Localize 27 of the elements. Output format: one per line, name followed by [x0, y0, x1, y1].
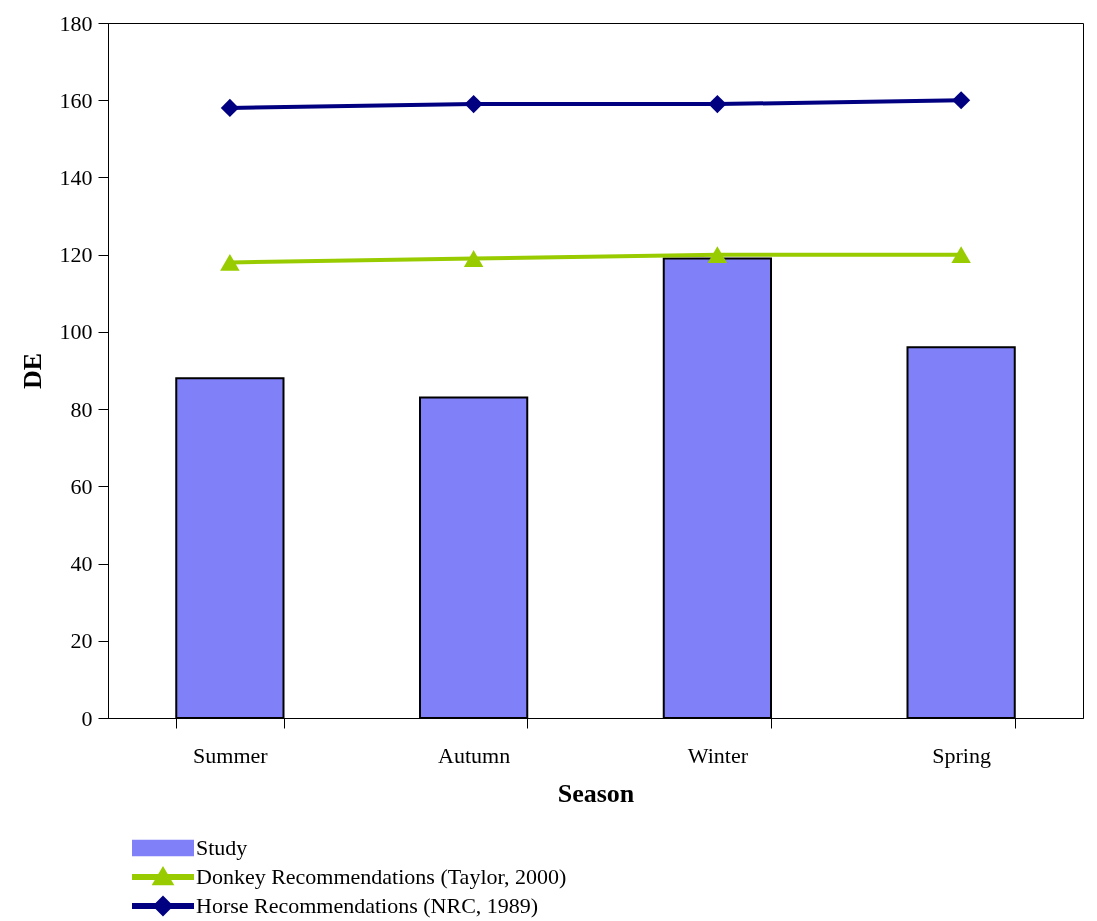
point [708, 95, 727, 114]
point [952, 91, 971, 110]
x-tick-label: Autumn [438, 742, 511, 768]
point [951, 246, 971, 264]
legend-label: Horse Recommendations (NRC, 1989) [196, 893, 539, 918]
x-axis-title: Season [557, 778, 635, 808]
y-tick-label: 80 [70, 396, 93, 422]
x-tick-label: Spring [932, 742, 991, 768]
y-tick-label: 120 [59, 242, 93, 268]
point [220, 253, 240, 271]
x-tick-label: Winter [687, 742, 749, 768]
legend-label: Study [196, 835, 248, 860]
y-tick-label: 20 [70, 628, 93, 654]
point [220, 98, 239, 118]
y-tick-label: 60 [70, 473, 93, 499]
x-tick-label: Summer [193, 742, 269, 768]
point [707, 246, 728, 264]
y-tick-label: 0 [81, 705, 93, 731]
y-axis-title: DE [17, 352, 47, 390]
legend-label: Donkey Recommendations (Taylor, 2000) [196, 864, 567, 889]
y-tick-label: 180 [59, 10, 93, 36]
point [463, 250, 484, 267]
y-tick-label: 40 [70, 551, 93, 577]
y-tick-label: 160 [59, 87, 93, 113]
point [464, 95, 483, 114]
y-tick-label: 100 [59, 319, 93, 345]
y-tick-label: 140 [59, 164, 93, 190]
